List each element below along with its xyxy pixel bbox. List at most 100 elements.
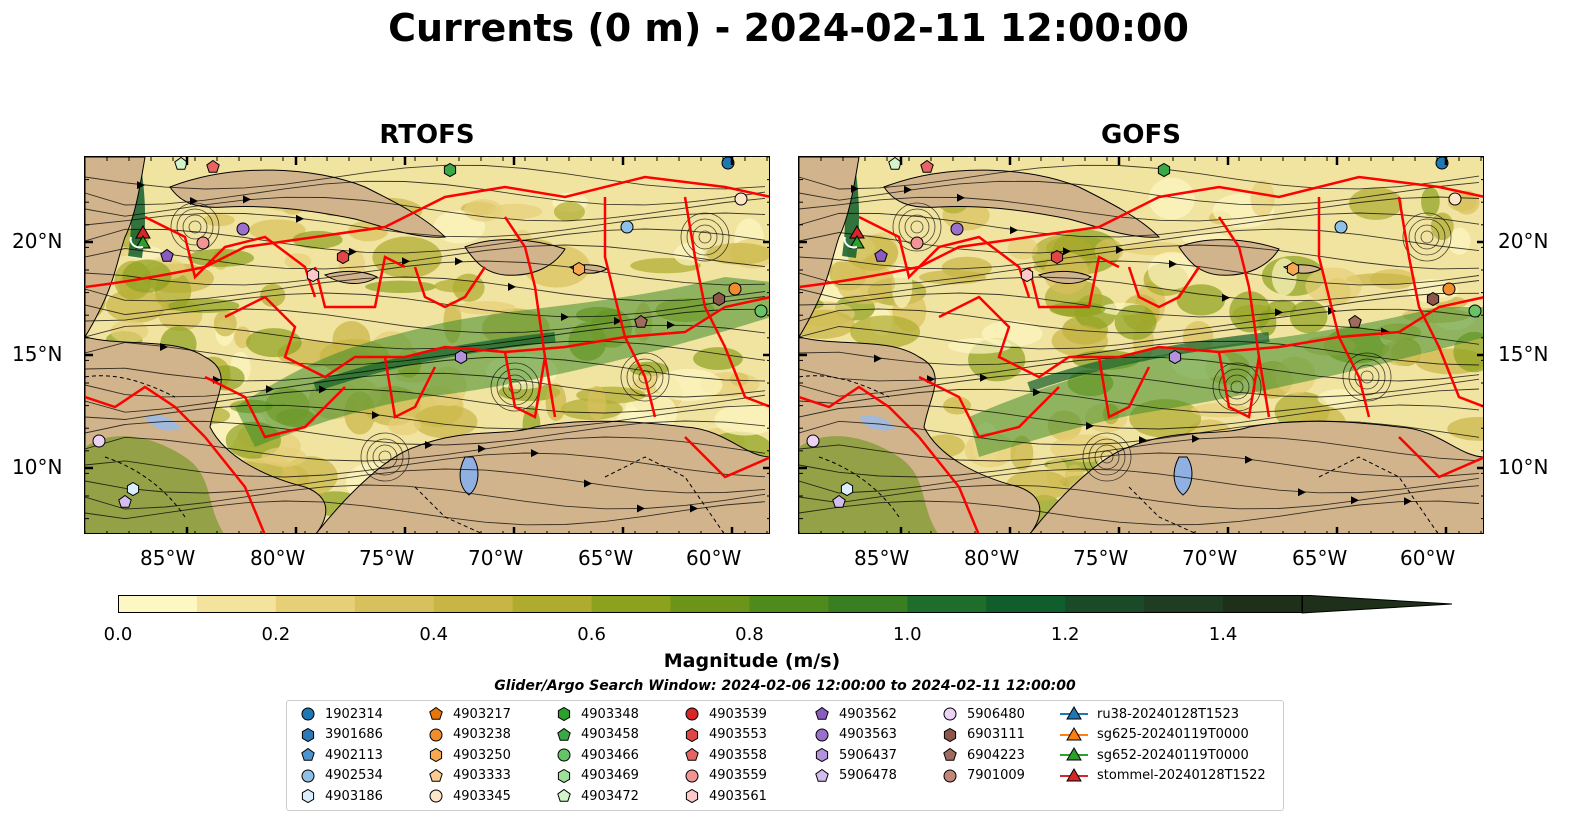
- panel-title-gofs: GOFS: [1101, 120, 1181, 150]
- legend-label: 3901686: [325, 727, 383, 743]
- rtofs-map[interactable]: [84, 156, 770, 534]
- legend-item: 4903458: [555, 725, 639, 745]
- legend-marker-icon: [557, 768, 571, 783]
- figure-title: Currents (0 m) - 2024-02-11 12:00:00: [388, 6, 1189, 50]
- map-canvas: [85, 157, 769, 533]
- legend-item: 4903562: [813, 704, 897, 724]
- legend-marker-icon: [1060, 706, 1088, 720]
- lon-label-85w: 85°W: [140, 546, 196, 570]
- legend-marker-icon: [557, 727, 571, 741]
- lon-label-65w: 65°W: [578, 546, 634, 570]
- legend-marker-icon: [429, 748, 443, 763]
- legend-item: 5906437: [813, 745, 897, 765]
- legend-label: sg625-20240119T0000: [1097, 727, 1249, 743]
- legend-label: sg652-20240119T0000: [1097, 747, 1249, 763]
- legend-item: 5906480: [941, 704, 1025, 724]
- legend-item: 4902113: [299, 745, 383, 765]
- legend-label: 5906478: [839, 768, 897, 784]
- map-canvas: [799, 157, 1483, 533]
- colorbar-segment: [828, 595, 908, 613]
- legend-marker-icon: [685, 769, 699, 783]
- legend-marker-icon: [429, 789, 443, 803]
- lat-label-10n-left: 10°N: [12, 455, 63, 479]
- lat-label-20n-right: 20°N: [1498, 229, 1549, 253]
- lat-label-15n-left: 15°N: [12, 342, 63, 366]
- legend-marker-icon: [943, 748, 957, 761]
- legend-label: 4903238: [453, 727, 511, 743]
- legend-label: 4903186: [325, 788, 383, 804]
- legend-item: 4903348: [555, 704, 639, 724]
- legend-label: stommel-20240128T1522: [1097, 768, 1266, 784]
- legend-item: 4903563: [813, 725, 897, 745]
- lat-label-10n-right: 10°N: [1498, 455, 1549, 479]
- colorbar-segment: [907, 595, 987, 613]
- legend-item: stommel-20240128T1522: [1059, 766, 1266, 786]
- colorbar-tick-label: 0.6: [577, 624, 606, 645]
- legend-marker-icon: [301, 707, 315, 721]
- colorbar-tick-label: 0.2: [261, 624, 291, 645]
- legend-label: 4903562: [839, 706, 897, 722]
- colorbar-tick-label: 0.0: [103, 624, 133, 645]
- colorbar-tick-label: 1.4: [1208, 624, 1238, 645]
- legend-item: 7901009: [941, 766, 1025, 786]
- colorbar-segment: [591, 595, 672, 613]
- lat-label-15n-right: 15°N: [1498, 342, 1549, 366]
- colorbar-segment: [1144, 595, 1224, 613]
- legend-item: 4903469: [555, 766, 639, 786]
- legend-item: 4903472: [555, 786, 639, 806]
- legend-item: 4902534: [299, 766, 383, 786]
- legend-item: 4903558: [683, 745, 767, 765]
- legend-item: 4903238: [427, 725, 511, 745]
- legend-label: 4903472: [581, 788, 639, 804]
- legend-label: 4903458: [581, 727, 639, 743]
- legend-marker-icon: [557, 748, 571, 762]
- legend-label: 4903345: [453, 788, 511, 804]
- colorbar-segment: [749, 595, 829, 613]
- legend-label: 4903561: [709, 788, 767, 804]
- legend-marker-icon: [429, 728, 443, 742]
- legend-label: 4903563: [839, 727, 897, 743]
- legend-label: 4903553: [709, 727, 767, 743]
- legend-label: 4903559: [709, 768, 767, 784]
- legend-label: ru38-20240128T1523: [1097, 706, 1240, 722]
- legend-marker-icon: [685, 748, 699, 761]
- legend: 1902314 3901686 4902113 4902534 4903186 49032…: [286, 700, 1284, 811]
- legend-label: 4903348: [581, 706, 639, 722]
- colorbar-tick-label: 0.4: [419, 624, 449, 645]
- legend-item: ru38-20240128T1523: [1059, 704, 1239, 724]
- lon-label-85w-b: 85°W: [854, 546, 910, 570]
- gofs-map[interactable]: [798, 156, 1484, 534]
- colorbar-segment: [1065, 595, 1145, 613]
- lon-label-70w: 70°W: [468, 546, 524, 570]
- legend-label: 6904223: [967, 747, 1025, 763]
- legend-marker-icon: [943, 727, 957, 742]
- legend-item: 4903186: [299, 786, 383, 806]
- legend-marker-icon: [1060, 747, 1088, 761]
- colorbar-segment: [986, 595, 1066, 613]
- legend-label: 4903539: [709, 706, 767, 722]
- lon-label-65w-b: 65°W: [1292, 546, 1348, 570]
- legend-marker-icon: [685, 707, 699, 721]
- legend-marker-icon: [685, 727, 699, 742]
- legend-marker-icon: [815, 768, 829, 782]
- legend-marker-icon: [943, 707, 957, 721]
- legend-marker-icon: [429, 768, 443, 782]
- legend-marker-icon: [815, 748, 829, 763]
- legend-item: 6903111: [941, 725, 1025, 745]
- colorbar-tick-label: 0.8: [735, 624, 764, 645]
- legend-item: 4903250: [427, 745, 511, 765]
- legend-marker-icon: [429, 706, 443, 720]
- legend-label: 4903469: [581, 768, 639, 784]
- lat-label-20n-left: 20°N: [12, 229, 63, 253]
- legend-marker-icon: [815, 728, 829, 742]
- legend-item: 6904223: [941, 745, 1025, 765]
- lon-label-60w-b: 60°W: [1400, 546, 1456, 570]
- colorbar-label: Magnitude (m/s): [663, 650, 841, 672]
- legend-marker-icon: [301, 748, 315, 761]
- legend-item: sg652-20240119T0000: [1059, 745, 1249, 765]
- legend-marker-icon: [1060, 767, 1088, 782]
- colorbar-segment: [670, 595, 750, 613]
- legend-marker-icon: [815, 706, 829, 720]
- panel-title-rtofs: RTOFS: [379, 120, 475, 150]
- colorbar-segment: [196, 595, 277, 613]
